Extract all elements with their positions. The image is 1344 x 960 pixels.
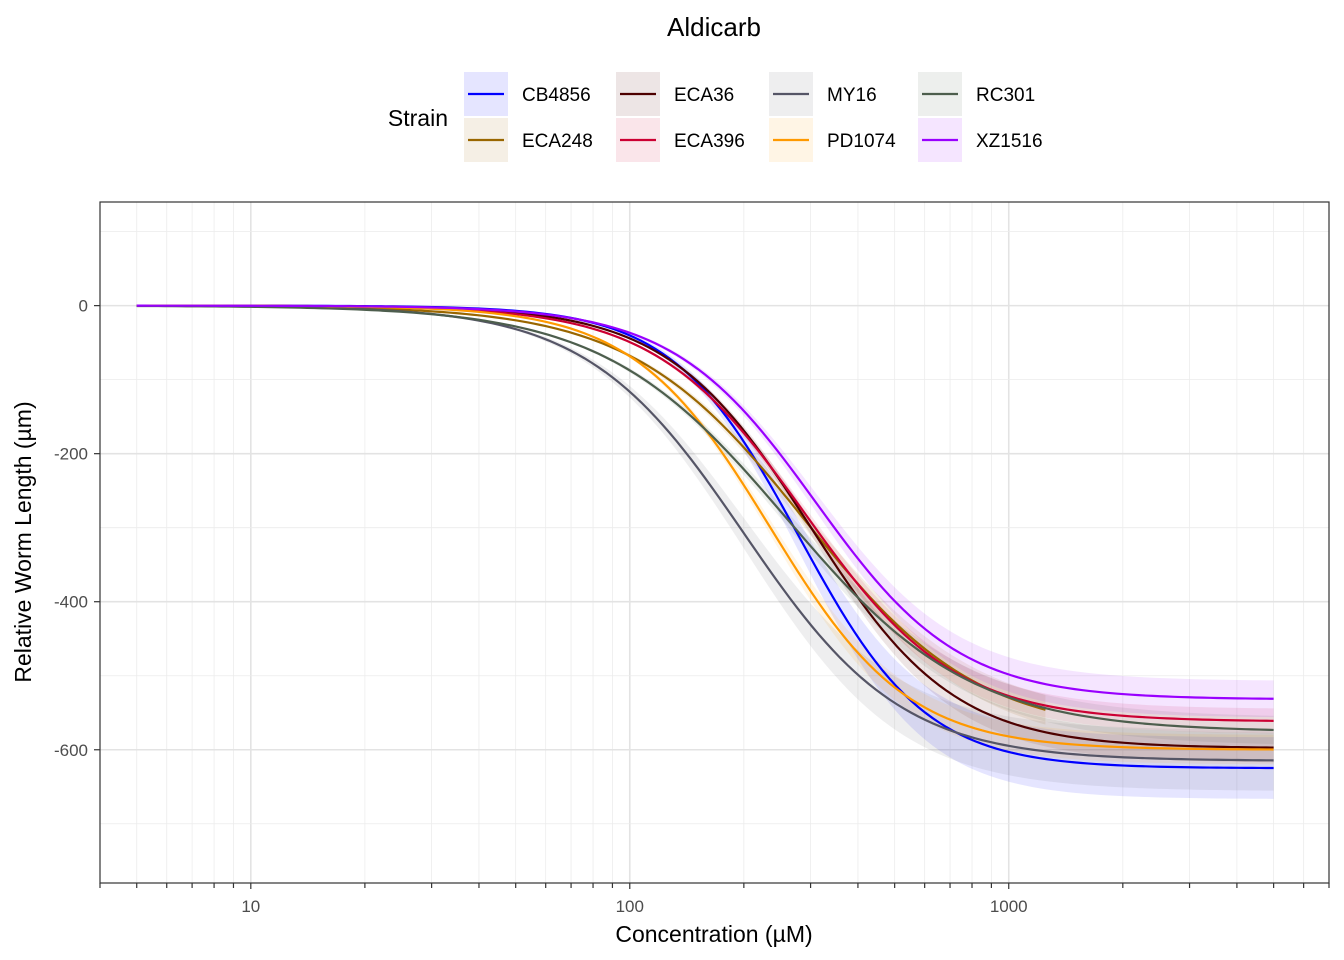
x-tick-label: 1000 [990, 897, 1028, 916]
y-axis-title: Relative Worm Length (µm) [10, 401, 36, 682]
legend-label-eca248: ECA248 [522, 131, 593, 152]
x-tick-label: 10 [241, 897, 260, 916]
band-my16 [136, 305, 1274, 791]
x-axis: 10 100 1000 [99, 883, 1330, 916]
y-tick-label: -600 [54, 741, 88, 760]
x-tick-label: 100 [616, 897, 644, 916]
legend-label-rc301: RC301 [976, 85, 1035, 106]
panel-border [99, 201, 1330, 884]
y-axis: 0 -200 -400 -600 [54, 297, 100, 760]
x-axis-title: Concentration (µM) [615, 921, 812, 947]
legend-label-xz1516: XZ1516 [976, 131, 1043, 152]
y-tick-label: -400 [54, 593, 88, 612]
gridlines [99, 202, 1330, 883]
line-rc301 [136, 304, 1274, 732]
legend-label-eca36: ECA36 [674, 85, 734, 106]
line-xz1516 [136, 304, 1274, 700]
y-tick-label: -200 [54, 445, 88, 464]
legend-title: Strain [388, 105, 448, 131]
legend-label-pd1074: PD1074 [827, 131, 896, 152]
band-cb4856 [136, 305, 1274, 799]
y-tick-label: 0 [79, 297, 88, 316]
band-eca248 [136, 305, 1046, 725]
legend-label-my16: MY16 [827, 85, 877, 106]
panel-background [100, 202, 1329, 883]
legend-label-eca396: ECA396 [674, 131, 745, 152]
plot-area: 10 100 1000 0 -200 -400 -600 [54, 201, 1330, 916]
legend-label-cb4856: CB4856 [522, 85, 591, 106]
chart-title: Aldicarb [667, 12, 761, 42]
series-lines [136, 304, 1274, 770]
legend: Strain CB4856 ECA248 ECA36 ECA396 MY16 PD1074… [388, 72, 1043, 162]
